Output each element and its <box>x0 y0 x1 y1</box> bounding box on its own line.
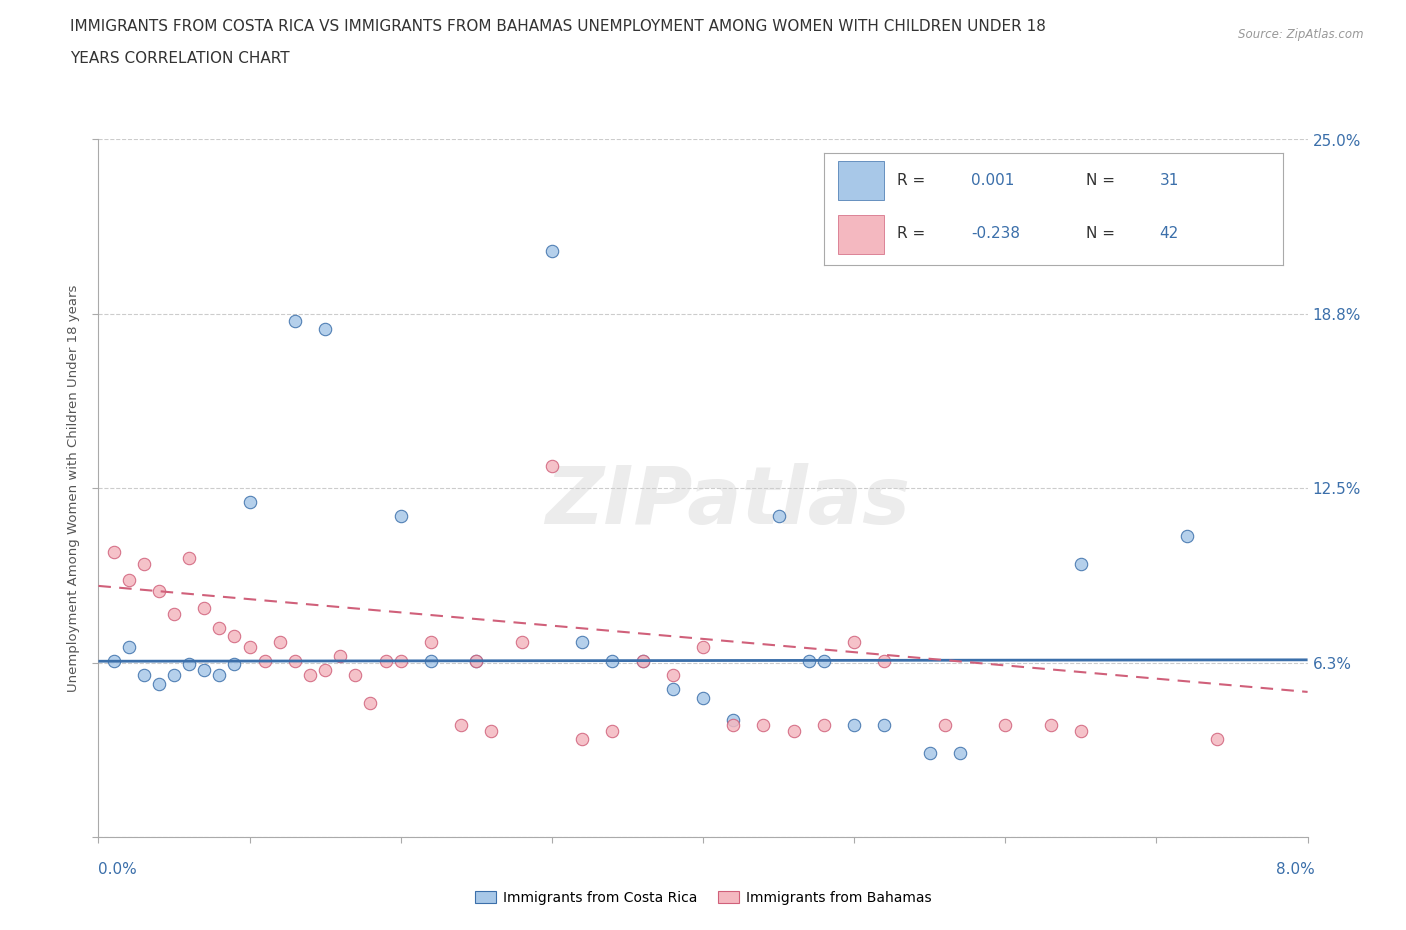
Point <box>949 746 972 761</box>
Point <box>813 718 835 733</box>
Text: R =: R = <box>897 173 931 188</box>
Point <box>1070 556 1092 571</box>
Text: IMMIGRANTS FROM COSTA RICA VS IMMIGRANTS FROM BAHAMAS UNEMPLOYMENT AMONG WOMEN W: IMMIGRANTS FROM COSTA RICA VS IMMIGRANTS… <box>70 19 1046 33</box>
Point <box>299 668 322 683</box>
Point <box>602 724 624 738</box>
Point <box>465 654 488 669</box>
Text: -0.238: -0.238 <box>972 226 1019 241</box>
Point <box>481 724 503 738</box>
Point <box>314 322 336 337</box>
Point <box>253 654 276 669</box>
Point <box>148 584 170 599</box>
Point <box>374 654 396 669</box>
Text: ZIPatlas: ZIPatlas <box>544 463 910 541</box>
Point <box>571 732 593 747</box>
Point <box>1175 528 1198 543</box>
Text: 8.0%: 8.0% <box>1275 862 1315 877</box>
Point <box>692 690 714 705</box>
Legend: Immigrants from Costa Rica, Immigrants from Bahamas: Immigrants from Costa Rica, Immigrants f… <box>470 885 936 910</box>
Point <box>163 606 186 621</box>
Text: YEARS CORRELATION CHART: YEARS CORRELATION CHART <box>70 51 290 66</box>
Point <box>541 458 564 473</box>
Point <box>239 495 262 510</box>
Point <box>179 657 201 671</box>
Point <box>844 634 866 649</box>
Point <box>224 657 246 671</box>
Point <box>1039 718 1062 733</box>
Point <box>783 724 806 738</box>
Point <box>148 676 170 691</box>
Point <box>118 573 141 588</box>
Text: 0.0%: 0.0% <box>98 862 138 877</box>
Point <box>1206 732 1229 747</box>
Text: 0.001: 0.001 <box>972 173 1014 188</box>
Point <box>163 668 186 683</box>
Y-axis label: Unemployment Among Women with Children Under 18 years: Unemployment Among Women with Children U… <box>66 285 80 692</box>
Point <box>208 620 231 635</box>
Point <box>723 718 745 733</box>
Point <box>389 654 412 669</box>
Point <box>631 654 654 669</box>
Point <box>389 509 412 524</box>
Point <box>193 662 215 677</box>
Point <box>420 654 443 669</box>
Point <box>208 668 231 683</box>
Point <box>723 712 745 727</box>
Text: 31: 31 <box>1160 173 1178 188</box>
Text: N =: N = <box>1085 226 1119 241</box>
Text: Source: ZipAtlas.com: Source: ZipAtlas.com <box>1239 28 1364 41</box>
Point <box>329 648 352 663</box>
Point <box>103 654 125 669</box>
Point <box>994 718 1017 733</box>
Bar <box>838 215 883 254</box>
Point <box>541 244 564 259</box>
Point <box>132 668 155 683</box>
Point <box>510 634 533 649</box>
Point <box>193 601 215 616</box>
Point <box>631 654 654 669</box>
Point <box>269 634 291 649</box>
Point <box>873 654 896 669</box>
Bar <box>838 161 883 200</box>
Point <box>768 509 790 524</box>
Point <box>314 662 336 677</box>
Point <box>662 668 685 683</box>
Point <box>1070 724 1092 738</box>
Point <box>844 718 866 733</box>
Point <box>918 746 941 761</box>
Point <box>873 718 896 733</box>
Point <box>118 640 141 655</box>
Point <box>132 556 155 571</box>
Point <box>692 640 714 655</box>
Point <box>813 654 835 669</box>
Point <box>224 629 246 644</box>
Point <box>344 668 367 683</box>
Point <box>934 718 956 733</box>
Point <box>571 634 593 649</box>
Text: 42: 42 <box>1160 226 1178 241</box>
Text: N =: N = <box>1085 173 1119 188</box>
Point <box>103 545 125 560</box>
Point <box>465 654 488 669</box>
Point <box>797 654 820 669</box>
Point <box>420 634 443 649</box>
Point <box>179 551 201 565</box>
Point <box>662 682 685 697</box>
Point <box>284 313 307 328</box>
Point <box>239 640 262 655</box>
Point <box>360 696 382 711</box>
Point <box>602 654 624 669</box>
Point <box>284 654 307 669</box>
Text: R =: R = <box>897 226 931 241</box>
Point <box>752 718 775 733</box>
Point <box>450 718 472 733</box>
